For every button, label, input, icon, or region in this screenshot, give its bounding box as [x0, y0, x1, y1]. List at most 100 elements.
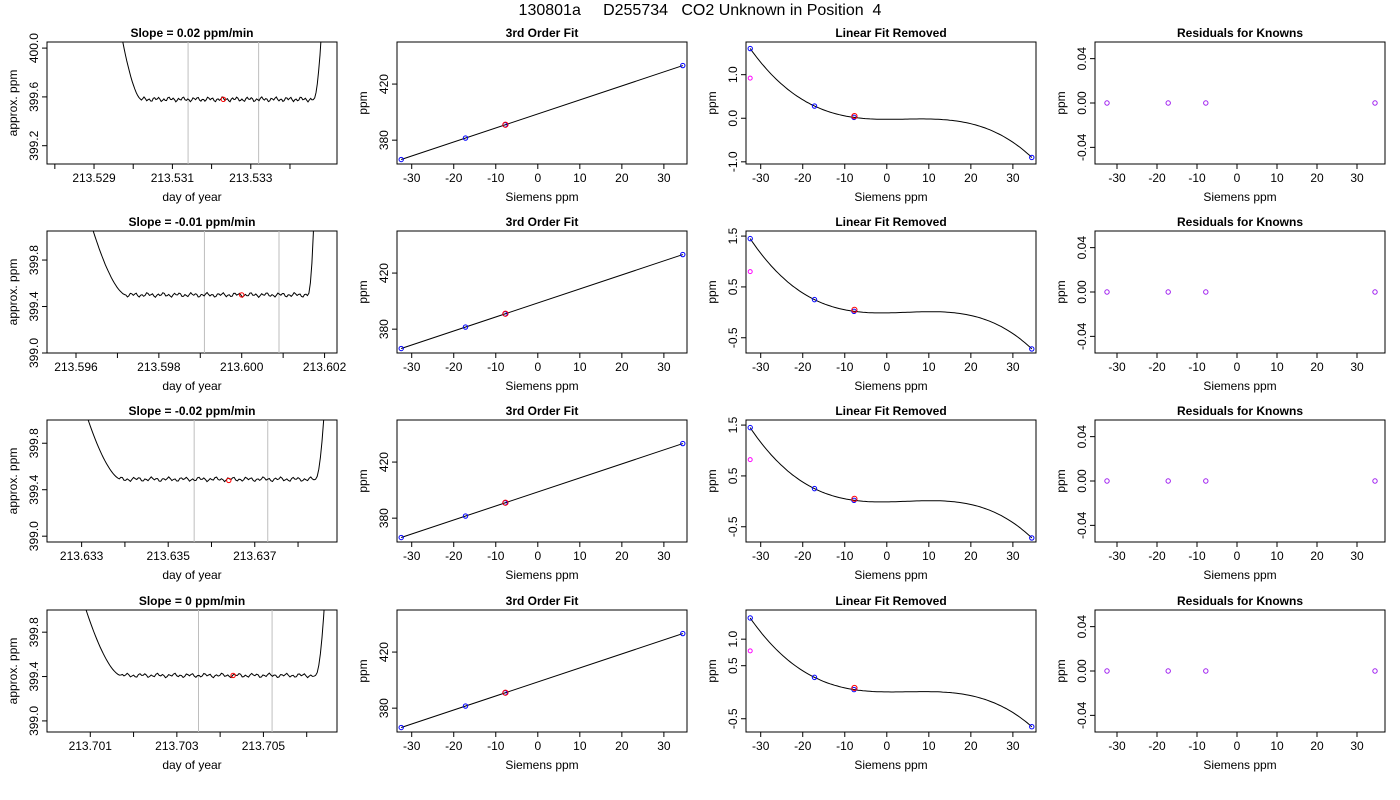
- x-tick-label: 30: [1006, 739, 1020, 753]
- x-axis-label: Siemens ppm: [1203, 568, 1276, 582]
- unknown-point: [851, 306, 858, 313]
- known-point: [680, 440, 686, 447]
- y-tick-label: -0.04: [1075, 511, 1089, 539]
- known-point: [398, 534, 404, 541]
- plot-frame: [745, 230, 1037, 354]
- panel-1: Slope = 0.02 ppm/min 213.529 213.531 213.53…: [6, 26, 338, 204]
- x-tick-label: 0: [534, 739, 541, 753]
- y-tick-label: 399.6: [27, 82, 41, 112]
- panel-title: 3rd Order Fit: [506, 26, 579, 40]
- y-axis-label: ppm: [1054, 469, 1068, 492]
- known-point: [1029, 723, 1035, 730]
- y-tick-label: 0.0: [726, 110, 740, 127]
- x-tick-label: 0: [883, 549, 890, 563]
- x-tick-label: -20: [794, 360, 812, 374]
- x-axis-label: Siemens ppm: [505, 568, 578, 582]
- x-axis-label: Siemens ppm: [854, 568, 927, 582]
- panel-10: 3rd Order Fit -30 -20 -10 0 10 20 30 380 420 Sieme…: [356, 404, 688, 582]
- residual-point: [1165, 478, 1171, 484]
- known-point: [462, 703, 469, 709]
- y-tick-label: 0.5: [726, 657, 740, 674]
- x-axis-label: Siemens ppm: [505, 758, 578, 772]
- y-axis-label: ppm: [705, 659, 719, 682]
- residual-point: [1372, 100, 1378, 106]
- x-tick-label: 0: [534, 171, 541, 185]
- panel-12: Residuals for Knowns -30 -20 -10 0 10 20 30 -0.0…: [1054, 404, 1386, 582]
- y-axis-label: ppm: [356, 280, 370, 303]
- x-tick-label: 213.705: [242, 739, 286, 753]
- x-tick-label: 20: [1310, 360, 1324, 374]
- unknown-point: [502, 121, 509, 128]
- x-tick-label: -10: [1188, 171, 1206, 185]
- y-axis-label: approx. ppm: [6, 448, 20, 515]
- unknown-marker: [220, 96, 227, 103]
- x-tick-label: -10: [836, 739, 854, 753]
- unknown-marker: [226, 477, 232, 484]
- y-tick-label: 399.0: [27, 338, 41, 368]
- known-point: [398, 724, 404, 731]
- plot-frame: [46, 419, 338, 543]
- x-tick-label: 20: [1310, 739, 1324, 753]
- x-tick-label: -20: [1148, 549, 1166, 563]
- x-axis-label: Siemens ppm: [854, 758, 927, 772]
- y-tick-label: 399.0: [27, 521, 41, 551]
- x-tick-label: 30: [657, 739, 671, 753]
- x-tick-label: -10: [1188, 739, 1206, 753]
- panel-title: 3rd Order Fit: [506, 404, 579, 418]
- known-point: [462, 513, 469, 519]
- x-tick-label: 213.635: [146, 549, 190, 563]
- known-point: [398, 156, 404, 163]
- magenta-point: [747, 648, 753, 654]
- x-tick-label: 10: [573, 739, 587, 753]
- x-tick-label: -20: [1148, 171, 1166, 185]
- magenta-point: [747, 269, 753, 275]
- x-tick-label: 213.701: [69, 739, 113, 753]
- x-tick-label: 0: [1234, 171, 1241, 185]
- unknown-point: [851, 112, 858, 120]
- x-axis-label: Siemens ppm: [505, 379, 578, 393]
- residual-point: [1104, 289, 1110, 295]
- residual-point: [1203, 100, 1209, 106]
- x-tick-label: -20: [794, 549, 812, 563]
- x-tick-label: -30: [403, 739, 421, 753]
- panel-6: 3rd Order Fit -30 -20 -10 0 10 20 30 380 420 Sieme…: [356, 215, 688, 393]
- data-trace: [87, 420, 325, 483]
- x-tick-label: 213.637: [233, 549, 277, 563]
- x-tick-label: -30: [752, 360, 770, 374]
- panel-title: Linear Fit Removed: [835, 594, 946, 608]
- y-tick-label: -0.04: [1075, 701, 1089, 729]
- known-point: [462, 135, 469, 141]
- plot-frame: [745, 419, 1037, 543]
- residual-point: [1104, 668, 1110, 674]
- x-tick-label: -20: [1148, 739, 1166, 753]
- x-tick-label: 30: [1350, 549, 1364, 563]
- x-tick-label: 0: [883, 739, 890, 753]
- known-point: [747, 235, 753, 242]
- x-tick-label: 10: [1270, 360, 1284, 374]
- panel-title: 3rd Order Fit: [506, 594, 579, 608]
- x-tick-label: 10: [573, 171, 587, 185]
- panel-title: Residuals for Knowns: [1177, 404, 1303, 418]
- y-tick-label: 399.4: [27, 291, 41, 321]
- panel-9: Slope = -0.02 ppm/min 213.633 213.635 213.6…: [6, 404, 338, 582]
- plot-frame: [396, 41, 688, 165]
- x-tick-label: -10: [836, 549, 854, 563]
- x-tick-label: -20: [445, 549, 463, 563]
- page-title: 130801a D255734 CO2 Unknown in Position …: [518, 2, 882, 19]
- x-tick-label: 20: [615, 549, 629, 563]
- y-tick-label: 399.8: [27, 245, 41, 275]
- x-tick-label: 10: [573, 360, 587, 374]
- residual-point: [1104, 100, 1110, 106]
- known-point: [680, 251, 686, 258]
- x-tick-label: 30: [657, 360, 671, 374]
- plot-frame: [396, 419, 688, 543]
- residual-point: [1165, 289, 1171, 295]
- residual-point: [1165, 100, 1171, 106]
- y-tick-label: 420: [377, 452, 391, 472]
- x-tick-label: 20: [964, 171, 978, 185]
- x-tick-label: -10: [487, 360, 505, 374]
- known-point: [462, 324, 469, 330]
- y-tick-label: 420: [377, 74, 391, 94]
- y-tick-label: 399.4: [27, 474, 41, 504]
- x-tick-label: 10: [1270, 171, 1284, 185]
